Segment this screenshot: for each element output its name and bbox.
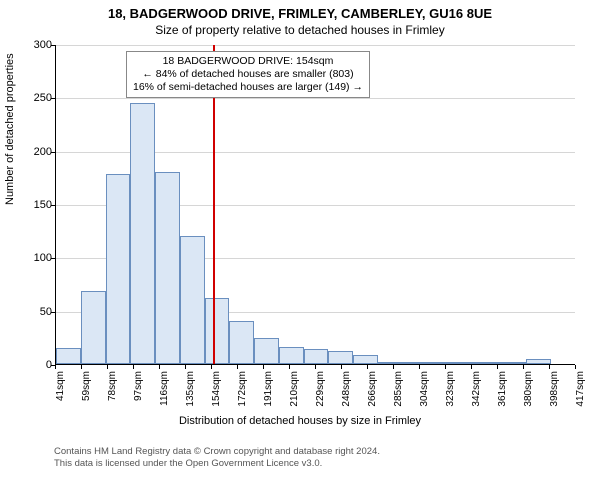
histogram-bar bbox=[229, 321, 254, 364]
chart-title-sub: Size of property relative to detached ho… bbox=[0, 21, 600, 37]
x-tick-mark bbox=[315, 365, 316, 369]
x-tick-label: 266sqm bbox=[367, 371, 378, 421]
x-tick-mark bbox=[419, 365, 420, 369]
histogram-bar bbox=[180, 236, 205, 364]
y-tick-mark bbox=[51, 258, 55, 259]
x-tick-label: 380sqm bbox=[523, 371, 534, 421]
x-tick-label: 229sqm bbox=[315, 371, 326, 421]
footnote-line-2: This data is licensed under the Open Gov… bbox=[54, 458, 600, 470]
x-tick-mark bbox=[575, 365, 576, 369]
x-tick-mark bbox=[523, 365, 524, 369]
x-tick-label: 285sqm bbox=[393, 371, 404, 421]
x-tick-label: 361sqm bbox=[497, 371, 508, 421]
x-tick-label: 41sqm bbox=[55, 371, 66, 421]
histogram-bar bbox=[130, 103, 155, 364]
histogram-bar bbox=[279, 347, 304, 364]
histogram-bar bbox=[378, 362, 403, 364]
histogram-bar bbox=[477, 362, 502, 364]
annotation-line-2: ← 84% of detached houses are smaller (80… bbox=[133, 68, 363, 81]
x-tick-mark bbox=[445, 365, 446, 369]
histogram-bar bbox=[155, 172, 180, 364]
x-tick-mark bbox=[185, 365, 186, 369]
x-tick-label: 78sqm bbox=[107, 371, 118, 421]
y-tick-label: 100 bbox=[12, 252, 52, 264]
x-tick-mark bbox=[237, 365, 238, 369]
x-tick-mark bbox=[55, 365, 56, 369]
histogram-bar bbox=[304, 349, 329, 364]
histogram-bar bbox=[81, 291, 106, 364]
y-tick-label: 200 bbox=[12, 146, 52, 158]
x-tick-label: 191sqm bbox=[263, 371, 274, 421]
x-tick-mark bbox=[341, 365, 342, 369]
y-tick-mark bbox=[51, 312, 55, 313]
histogram-bar bbox=[403, 362, 428, 364]
x-tick-mark bbox=[133, 365, 134, 369]
x-tick-label: 210sqm bbox=[289, 371, 300, 421]
annotation-box: 18 BADGERWOOD DRIVE: 154sqm ← 84% of det… bbox=[126, 51, 370, 98]
x-tick-label: 417sqm bbox=[575, 371, 586, 421]
histogram-bar bbox=[254, 338, 279, 364]
x-tick-mark bbox=[107, 365, 108, 369]
footnote: Contains HM Land Registry data © Crown c… bbox=[0, 446, 600, 471]
x-axis-label: Distribution of detached houses by size … bbox=[0, 415, 600, 427]
x-tick-label: 323sqm bbox=[445, 371, 456, 421]
annotation-line-3: 16% of semi-detached houses are larger (… bbox=[133, 81, 363, 94]
y-tick-label: 0 bbox=[12, 359, 52, 371]
x-tick-label: 59sqm bbox=[81, 371, 92, 421]
x-tick-label: 135sqm bbox=[185, 371, 196, 421]
x-tick-mark bbox=[549, 365, 550, 369]
x-tick-mark bbox=[497, 365, 498, 369]
y-tick-mark bbox=[51, 98, 55, 99]
chart-container: Number of detached properties 18 BADGERW… bbox=[0, 37, 600, 432]
y-axis-label: Number of detached properties bbox=[4, 53, 16, 205]
x-tick-mark bbox=[367, 365, 368, 369]
histogram-bar bbox=[56, 348, 81, 364]
x-tick-label: 248sqm bbox=[341, 371, 352, 421]
histogram-bar bbox=[526, 359, 551, 364]
y-tick-mark bbox=[51, 152, 55, 153]
x-tick-label: 172sqm bbox=[237, 371, 248, 421]
x-tick-label: 342sqm bbox=[471, 371, 482, 421]
footnote-line-1: Contains HM Land Registry data © Crown c… bbox=[54, 446, 600, 458]
histogram-bar bbox=[427, 362, 452, 364]
histogram-bar bbox=[353, 355, 378, 364]
x-tick-label: 116sqm bbox=[159, 371, 170, 421]
chart-title-main: 18, BADGERWOOD DRIVE, FRIMLEY, CAMBERLEY… bbox=[0, 0, 600, 21]
histogram-bar bbox=[328, 351, 353, 364]
y-tick-label: 250 bbox=[12, 92, 52, 104]
x-tick-mark bbox=[211, 365, 212, 369]
y-tick-mark bbox=[51, 205, 55, 206]
x-tick-mark bbox=[159, 365, 160, 369]
histogram-bar bbox=[502, 362, 527, 364]
y-tick-label: 300 bbox=[12, 39, 52, 51]
x-tick-mark bbox=[393, 365, 394, 369]
histogram-bar bbox=[205, 298, 230, 364]
y-tick-label: 50 bbox=[12, 306, 52, 318]
x-tick-mark bbox=[263, 365, 264, 369]
x-tick-mark bbox=[289, 365, 290, 369]
x-tick-label: 97sqm bbox=[133, 371, 144, 421]
y-tick-mark bbox=[51, 45, 55, 46]
x-tick-label: 154sqm bbox=[211, 371, 222, 421]
histogram-bar bbox=[106, 174, 131, 364]
histogram-bar bbox=[452, 362, 477, 364]
y-tick-label: 150 bbox=[12, 199, 52, 211]
annotation-line-1: 18 BADGERWOOD DRIVE: 154sqm bbox=[133, 55, 363, 68]
plot-area: 18 BADGERWOOD DRIVE: 154sqm ← 84% of det… bbox=[55, 45, 575, 365]
x-tick-label: 304sqm bbox=[419, 371, 430, 421]
x-tick-mark bbox=[81, 365, 82, 369]
x-tick-label: 398sqm bbox=[549, 371, 560, 421]
x-tick-mark bbox=[471, 365, 472, 369]
